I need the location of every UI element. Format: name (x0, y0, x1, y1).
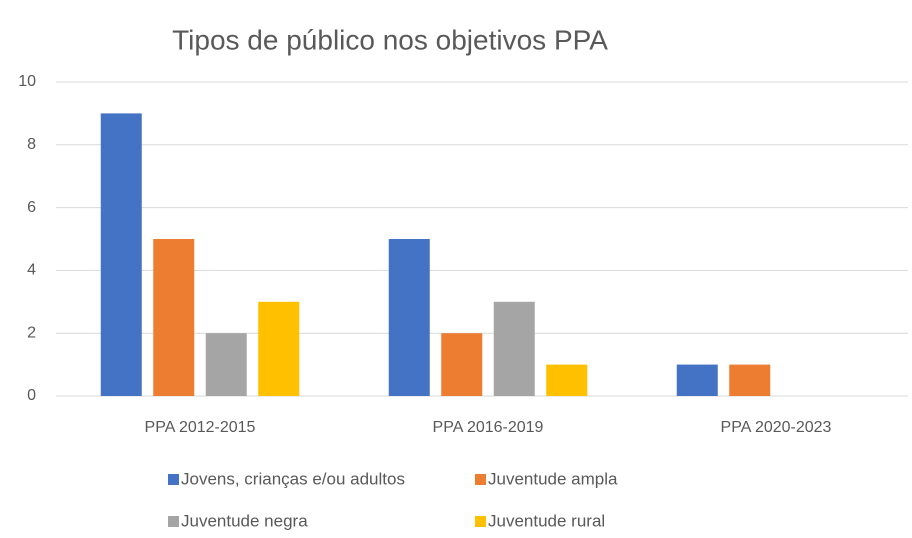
x-tick-label: PPA 2020-2023 (721, 419, 832, 436)
legend-swatch (168, 474, 179, 485)
bar (441, 333, 483, 396)
bar (546, 364, 588, 396)
y-tick-label: 6 (27, 199, 36, 216)
bar (153, 239, 195, 396)
x-tick-label: PPA 2016-2019 (433, 419, 544, 436)
legend-label: Juventude negra (181, 511, 308, 530)
bar (388, 239, 430, 396)
bar (258, 301, 300, 396)
y-tick-label: 0 (27, 387, 36, 404)
y-tick-label: 8 (27, 136, 36, 153)
legend-label: Juventude rural (488, 511, 605, 530)
legend-swatch (475, 474, 486, 485)
bar (493, 301, 535, 396)
y-tick-label: 10 (18, 73, 36, 90)
legend-label: Juventude ampla (488, 469, 618, 488)
chart-title: Tipos de público nos objetivos PPA (172, 24, 608, 55)
bar (100, 113, 142, 397)
bar (205, 333, 247, 396)
legend-swatch (168, 516, 179, 527)
legend-swatch (475, 516, 486, 527)
y-tick-label: 4 (27, 262, 36, 279)
bar (676, 364, 718, 396)
legend-label: Jovens, crianças e/ou adultos (181, 469, 405, 488)
y-tick-label: 2 (27, 324, 36, 341)
x-tick-label: PPA 2012-2015 (145, 419, 256, 436)
bar (729, 364, 771, 396)
